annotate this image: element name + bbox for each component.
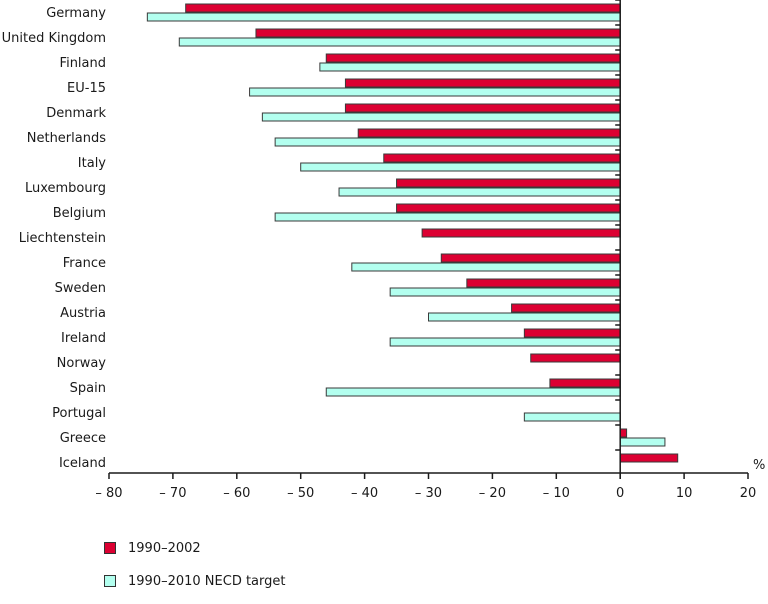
category-labels: Germany United Kingdom Finland EU-15 Denmark… — [2, 6, 107, 471]
bar-1990-2010-target — [619, 437, 666, 447]
legend-swatch-red — [104, 542, 116, 554]
bar-chart: Germany United Kingdom Finland EU-15 Denmark… — [2, 0, 765, 501]
x-tick-label: – 30 — [415, 486, 442, 501]
legend-label: 1990–2002 — [128, 540, 201, 556]
category-label: Finland — [60, 56, 106, 71]
x-tick-label: 0 — [616, 486, 624, 501]
legend-item-series-2: 1990–2010 NECD target — [104, 571, 286, 591]
bars — [146, 3, 679, 463]
bar-1990-2002 — [344, 78, 621, 88]
x-tick-label: 20 — [740, 486, 757, 501]
category-label: Belgium — [53, 206, 106, 221]
bar-1990-2010-target — [325, 387, 621, 397]
legend: 1990–2002 1990–2010 NECD target — [104, 538, 286, 604]
x-tick-label: – 70 — [159, 486, 186, 501]
bar-1990-2002 — [440, 253, 621, 263]
bar-1990-2010-target — [389, 337, 621, 347]
bar-1990-2002 — [549, 378, 621, 388]
bar-1990-2010-target — [261, 112, 621, 122]
bar-1990-2002 — [255, 28, 621, 38]
x-tick-label: – 50 — [287, 486, 314, 501]
category-label: Portugal — [52, 406, 106, 421]
bar-1990-2010-target — [351, 262, 621, 272]
bar-1990-2010-target — [146, 12, 621, 22]
bar-1990-2010-target — [178, 37, 621, 47]
legend-label: 1990–2010 NECD target — [128, 573, 286, 589]
bar-1990-2010-target — [428, 312, 621, 322]
axes: – 80 – 70 – 60 – 50 – 40 – 30 – 20 – 10 0 10 20 % — [95, 0, 765, 501]
bar-1990-2010-target — [319, 62, 621, 72]
bar-1990-2010-target — [338, 187, 621, 197]
category-ticks — [615, 0, 621, 451]
bar-1990-2002 — [325, 53, 621, 63]
bar-1990-2002 — [619, 453, 679, 463]
bar-1990-2002 — [511, 303, 621, 313]
x-tick-label: – 20 — [479, 486, 506, 501]
bar-1990-2002 — [523, 328, 621, 338]
bar-1990-2010-target — [274, 137, 621, 147]
bar-1990-2010-target — [523, 412, 621, 422]
category-label: Iceland — [59, 456, 106, 471]
category-label: Spain — [70, 381, 106, 396]
bar-1990-2002 — [357, 128, 621, 138]
bar-1990-2010-target — [249, 87, 621, 97]
bar-1990-2010-target — [300, 162, 621, 172]
category-label: Sweden — [55, 281, 106, 296]
category-label: Liechtenstein — [19, 231, 106, 246]
bar-1990-2002 — [421, 228, 621, 238]
legend-item-series-1: 1990–2002 — [104, 538, 286, 558]
category-label: Netherlands — [27, 131, 106, 146]
category-label: Italy — [78, 156, 107, 171]
category-label: United Kingdom — [2, 31, 106, 46]
bar-1990-2002 — [530, 353, 621, 363]
bar-1990-2002 — [185, 3, 621, 13]
bar-1990-2002 — [619, 428, 628, 438]
x-tick-label: – 80 — [95, 486, 122, 501]
category-label: Ireland — [61, 331, 106, 346]
category-label: Norway — [57, 356, 107, 371]
bar-1990-2002 — [396, 178, 621, 188]
bar-1990-2002 — [383, 153, 621, 163]
x-axis-unit-label: % — [753, 458, 765, 473]
x-ticks: – 80 – 70 – 60 – 50 – 40 – 30 – 20 – 10 0 10 20 — [95, 473, 756, 501]
legend-swatch-cyan — [104, 575, 116, 587]
x-tick-label: – 40 — [351, 486, 378, 501]
category-label: Germany — [46, 6, 106, 21]
category-label: Greece — [60, 431, 106, 446]
bar-1990-2010-target — [389, 287, 621, 297]
x-tick-label: – 60 — [223, 486, 250, 501]
category-label: Luxembourg — [25, 181, 106, 196]
bar-1990-2002 — [344, 103, 621, 113]
category-label: EU-15 — [67, 81, 106, 96]
category-label: France — [63, 256, 106, 271]
x-tick-label: 10 — [676, 486, 693, 501]
bar-1990-2010-target — [274, 212, 621, 222]
bar-1990-2002 — [396, 203, 621, 213]
category-label: Austria — [60, 306, 106, 321]
x-tick-label: – 10 — [543, 486, 570, 501]
bar-1990-2002 — [466, 278, 621, 288]
category-label: Denmark — [46, 106, 106, 121]
